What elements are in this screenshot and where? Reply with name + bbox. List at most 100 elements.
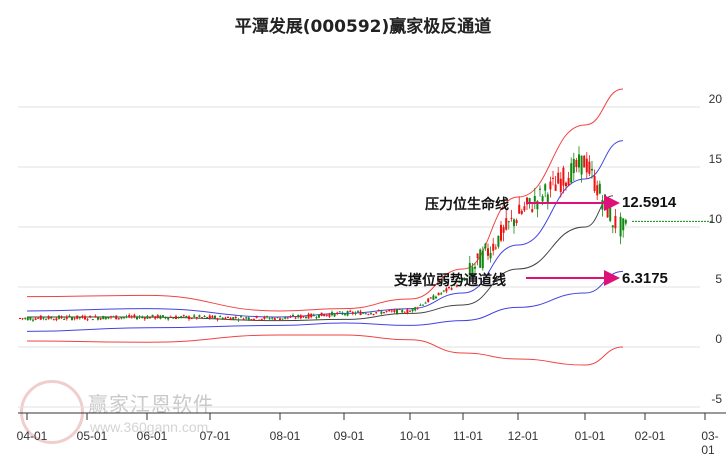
candle	[333, 313, 336, 317]
candle	[52, 319, 55, 321]
candle	[112, 316, 115, 318]
candle	[570, 163, 573, 183]
candle	[357, 311, 359, 313]
x-tick-label: 05-01	[76, 429, 108, 443]
candle	[351, 312, 354, 314]
candle	[370, 313, 372, 315]
candle	[565, 182, 567, 187]
candle	[138, 316, 141, 318]
candle	[572, 158, 575, 174]
candle	[531, 209, 534, 212]
candle	[310, 313, 313, 318]
y-tick-label: 10	[708, 212, 722, 226]
candle	[19, 317, 21, 319]
candle	[299, 315, 302, 319]
candle	[50, 317, 53, 319]
candle	[390, 310, 393, 312]
candle	[513, 219, 515, 227]
inner-upper-band-line	[26, 140, 624, 318]
candle	[414, 307, 417, 311]
candle	[240, 316, 242, 318]
support-value: 6.3175	[622, 270, 668, 287]
candle	[250, 319, 253, 321]
candle	[336, 312, 339, 314]
watermark-url: www.360gann.com	[90, 419, 209, 435]
candle	[463, 278, 466, 281]
candle	[325, 314, 328, 316]
candle	[349, 310, 352, 312]
candle	[115, 315, 118, 320]
candle	[429, 297, 432, 299]
candle	[195, 317, 198, 319]
candle	[182, 315, 185, 317]
candle	[73, 318, 76, 320]
candle	[484, 243, 487, 249]
candle	[364, 313, 367, 315]
candle	[211, 315, 214, 318]
candle	[541, 196, 544, 202]
grid-lines	[18, 106, 700, 408]
candle	[245, 317, 248, 319]
candle	[198, 315, 201, 317]
candle	[159, 315, 162, 319]
candle	[549, 181, 552, 190]
candle	[383, 312, 385, 314]
candle	[102, 316, 105, 320]
candle	[380, 311, 383, 314]
candle	[461, 279, 463, 282]
candle	[432, 295, 435, 300]
x-tick-label: 03-01	[701, 429, 719, 457]
candle	[552, 177, 554, 179]
y-tick-label: 0	[715, 332, 722, 346]
candle	[448, 286, 450, 289]
candle	[492, 243, 495, 251]
candle	[440, 293, 443, 295]
candle	[427, 298, 430, 303]
candle	[258, 319, 261, 321]
candle	[401, 309, 404, 313]
candle	[286, 317, 289, 319]
candle	[494, 247, 497, 249]
candle	[396, 309, 398, 314]
candle	[476, 253, 479, 259]
candle	[247, 317, 250, 320]
candle	[219, 316, 222, 318]
candle	[279, 318, 281, 321]
candle	[422, 304, 424, 306]
candle	[81, 315, 84, 318]
candle	[539, 188, 541, 190]
middle-line-line	[27, 195, 614, 322]
candle	[489, 252, 492, 259]
candle	[523, 206, 526, 211]
candle	[435, 296, 437, 299]
candle	[136, 317, 138, 320]
candle	[377, 309, 380, 311]
candle	[268, 318, 271, 320]
candle	[208, 315, 211, 319]
candle	[97, 317, 99, 320]
candle	[471, 266, 474, 276]
candle	[175, 316, 177, 320]
candle	[515, 220, 518, 224]
y-tick-label: 15	[708, 152, 722, 166]
candle	[242, 318, 245, 321]
candle	[234, 316, 237, 319]
outer-upper-band-line	[26, 88, 624, 312]
candle	[580, 155, 583, 175]
candle	[409, 310, 411, 312]
candle	[416, 307, 419, 309]
candle	[502, 227, 505, 233]
candle	[487, 248, 489, 256]
candle	[42, 317, 45, 319]
candle	[367, 314, 370, 316]
candle	[143, 317, 146, 320]
candle	[21, 318, 24, 320]
x-tick-label: 09-01	[333, 429, 365, 443]
candle	[346, 311, 349, 316]
candle	[323, 314, 326, 317]
candle	[424, 302, 427, 304]
watermark-seal-icon	[20, 380, 84, 444]
chart-title: 平潭发展(000592)赢家极反通道	[234, 17, 492, 37]
resistance-value: 12.5914	[622, 194, 677, 211]
candle	[151, 314, 154, 317]
